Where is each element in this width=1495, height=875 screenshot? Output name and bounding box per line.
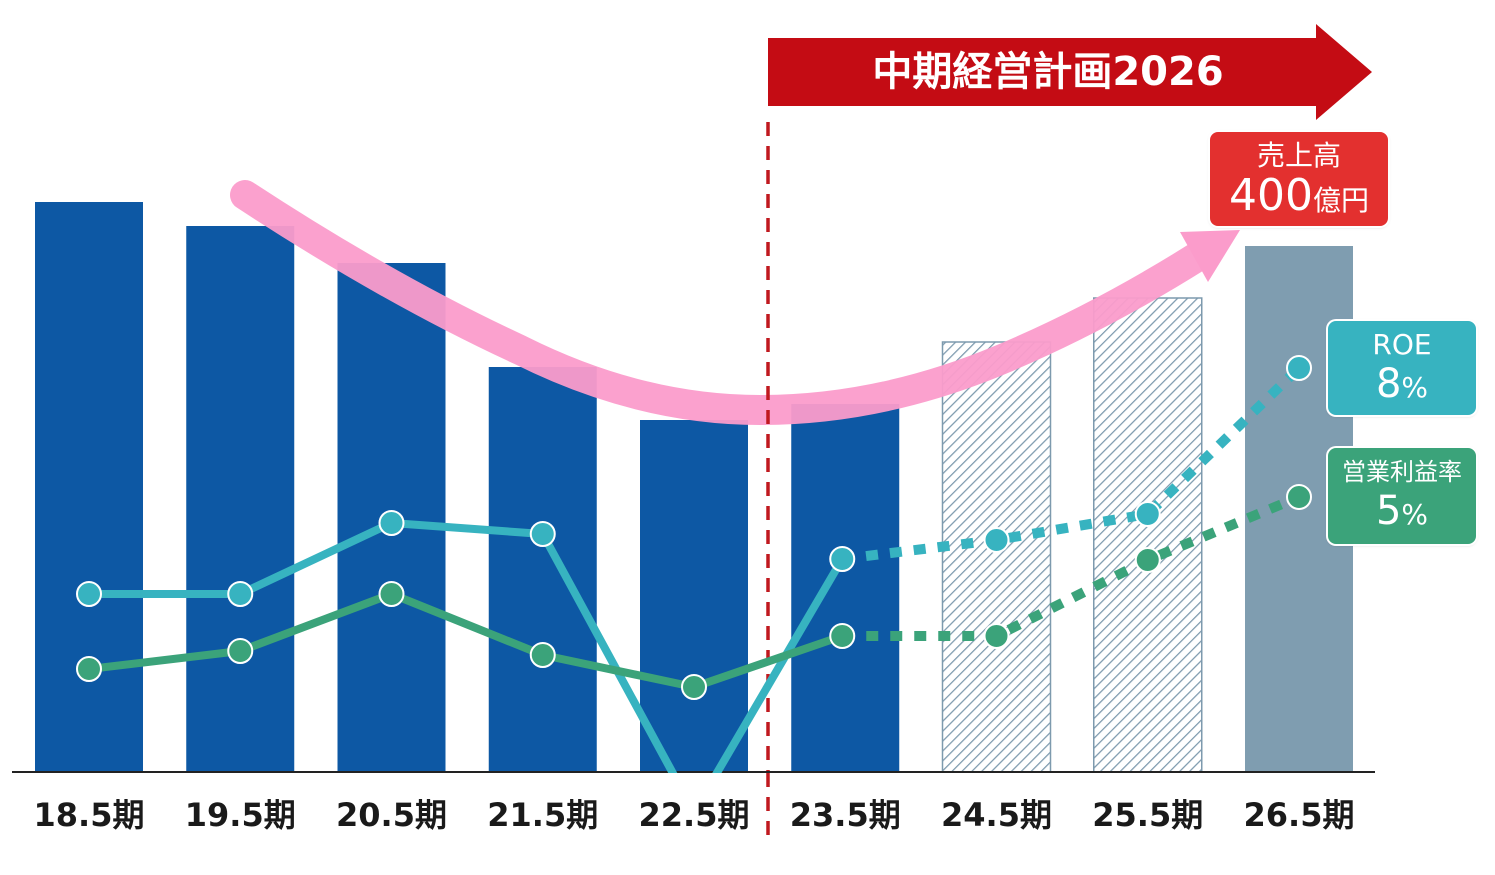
margin-callout-value: 5	[1375, 488, 1402, 534]
margin-point-24.5期	[983, 623, 1010, 649]
roe-point-26.5期	[1286, 355, 1312, 381]
roe-line-actual	[89, 519, 846, 816]
roe-point-21.5期	[529, 521, 556, 547]
x-tick-label: 18.5期	[34, 796, 145, 834]
margin-point-26.5期	[1286, 484, 1312, 510]
bar-21.5期	[488, 367, 597, 772]
margin-point-23.5期	[829, 623, 856, 649]
roe-point-23.5期	[829, 546, 856, 572]
x-tick-label: 22.5期	[639, 796, 750, 834]
margin-line-plan	[842, 492, 1301, 641]
roe-callout-value: 8	[1375, 361, 1402, 407]
axis-mask	[0, 773, 1495, 875]
roe-point-19.5期	[227, 581, 254, 607]
roe-point-18.5期	[76, 581, 102, 607]
sales-callout: 売上高 400億円	[1210, 132, 1388, 226]
margin-callout-title: 営業利益率	[1342, 458, 1462, 486]
margin-point-21.5期	[529, 642, 556, 668]
roe-point-24.5期	[983, 527, 1010, 553]
bar-23.5期	[791, 404, 900, 772]
sales-trend-arrow	[230, 180, 1240, 426]
margin-point-25.5期	[1134, 547, 1161, 573]
margin-point-19.5期	[227, 638, 254, 664]
roe-callout-unit: %	[1401, 371, 1429, 404]
bar-18.5期	[35, 202, 143, 772]
margin-point-22.5期	[681, 674, 707, 700]
x-tick-label: 24.5期	[941, 796, 1052, 834]
bar-25.5期	[1093, 297, 1203, 773]
plan-title: 中期経営計画2026	[872, 49, 1224, 95]
x-tick-label: 25.5期	[1092, 796, 1203, 834]
sales-callout-title: 売上高	[1256, 139, 1341, 172]
roe-point-25.5期	[1134, 501, 1161, 527]
roe-line-plan	[841, 364, 1303, 564]
margin-callout-unit: %	[1401, 498, 1429, 531]
margin-line-actual	[88, 590, 844, 691]
bar-22.5期	[640, 420, 748, 772]
sales-callout-unit: 億円	[1312, 184, 1369, 217]
bar-19.5期	[186, 226, 295, 772]
bar-24.5期	[941, 341, 1052, 773]
x-tick-label: 26.5期	[1244, 796, 1355, 834]
x-tick-label: 20.5期	[336, 796, 447, 834]
roe-callout-title: ROE	[1372, 328, 1432, 361]
roe-callout: ROE 8%	[1328, 321, 1476, 415]
margin-point-20.5期	[378, 581, 405, 607]
plan-arrow	[768, 24, 1372, 120]
roe-point-20.5期	[378, 510, 405, 536]
margin-point-18.5期	[76, 656, 102, 682]
x-tick-label: 19.5期	[185, 796, 296, 834]
margin-callout: 営業利益率 5%	[1328, 448, 1476, 544]
sales-callout-value: 400	[1229, 170, 1313, 221]
x-tick-label: 23.5期	[790, 796, 901, 834]
x-tick-label: 21.5期	[487, 796, 598, 834]
